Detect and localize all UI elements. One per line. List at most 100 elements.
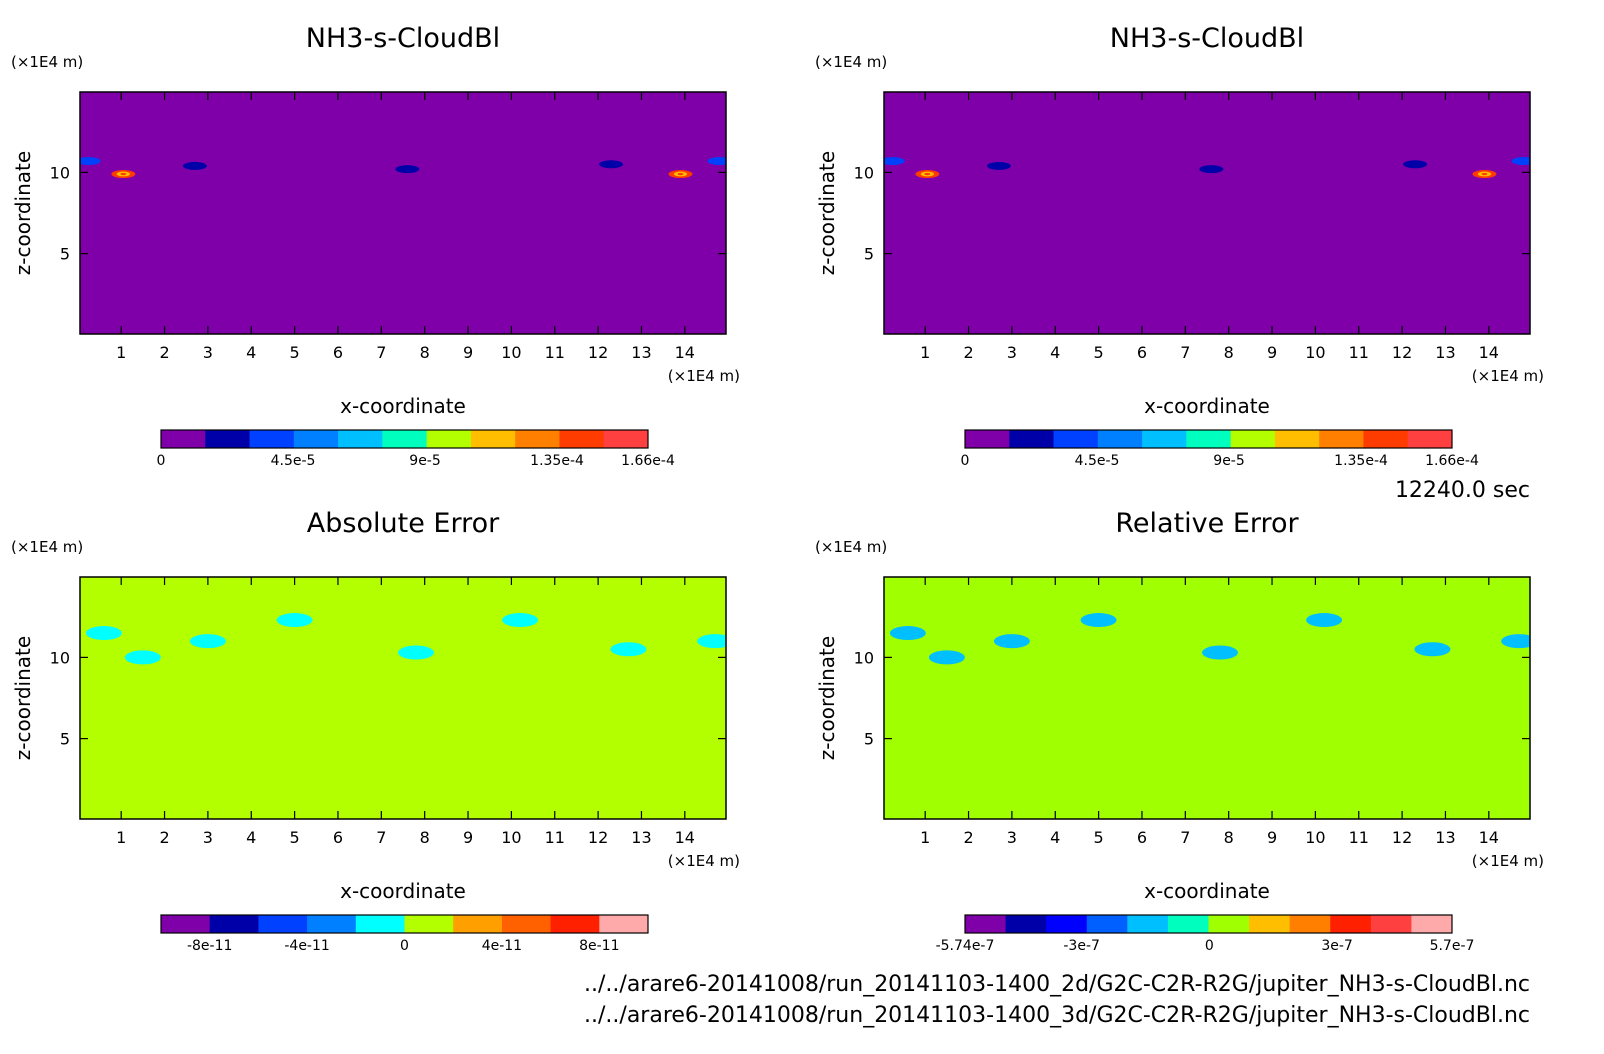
colorbar-tick-label: 8e-11 xyxy=(579,938,619,954)
x-tick-label: 6 xyxy=(1137,343,1147,362)
colorbar-segment xyxy=(470,430,516,448)
data-feature xyxy=(599,160,624,169)
x-tick-label: 12 xyxy=(588,343,608,362)
timestamp: 12240.0 sec xyxy=(1395,478,1530,503)
data-feature xyxy=(182,161,207,170)
y-tick-label: 5 xyxy=(60,245,70,264)
x-tick-label: 11 xyxy=(1349,343,1369,362)
colorbar-segment xyxy=(338,430,383,448)
colorbar-segment xyxy=(1230,430,1276,448)
y-axis-label: z-coordinate xyxy=(11,151,35,275)
data-feature xyxy=(1501,634,1530,649)
colorbar-segment xyxy=(1186,430,1232,448)
colorbar-segment xyxy=(307,915,357,933)
colorbar-tick-label: 0 xyxy=(961,453,970,469)
data-feature-peak xyxy=(120,172,127,176)
x-tick-label: 7 xyxy=(376,343,386,362)
colorbar-segment xyxy=(1127,915,1169,933)
x-tick-label: 10 xyxy=(1305,828,1325,847)
x-tick-label: 8 xyxy=(1224,343,1234,362)
colorbar-tick-label: 1.66e-4 xyxy=(621,453,675,469)
x-tick-label: 13 xyxy=(1435,828,1455,847)
colorbar-tick-label: 5.7e-7 xyxy=(1430,938,1475,954)
colorbar-tick-label: 3e-7 xyxy=(1321,938,1352,954)
x-tick-label: 5 xyxy=(1094,343,1104,362)
x-tick-label: 2 xyxy=(963,828,973,847)
colorbar-tick-label: 1.35e-4 xyxy=(530,453,584,469)
x-tick-label: 4 xyxy=(1050,343,1060,362)
colorbar-segment xyxy=(1009,430,1055,448)
x-tick-label: 7 xyxy=(376,828,386,847)
x-tick-label: 11 xyxy=(1349,828,1369,847)
x-axis-label: x-coordinate xyxy=(1144,879,1270,903)
x-tick-label: 3 xyxy=(1007,828,1017,847)
y-tick-label: 5 xyxy=(864,730,874,749)
y-axis-label: z-coordinate xyxy=(11,636,35,760)
x-axis-label: x-coordinate xyxy=(340,394,466,418)
x-tick-label: 3 xyxy=(1007,343,1017,362)
colorbar-frame xyxy=(964,429,1453,449)
colorbar-segment xyxy=(1046,915,1088,933)
footer-line-1: ../../arare6-20141008/run_20141103-1400_… xyxy=(584,972,1530,997)
colorbar-tick-label: 9e-5 xyxy=(1213,453,1244,469)
x-tick-label: 4 xyxy=(1050,828,1060,847)
plot-frame xyxy=(883,576,1531,820)
x-tick-label: 3 xyxy=(203,828,213,847)
x-tick-label: 7 xyxy=(1180,343,1190,362)
y-axis-unit: (×1E4 m) xyxy=(815,538,887,556)
data-feature xyxy=(502,613,539,628)
data-feature xyxy=(707,157,726,166)
x-tick-label: 7 xyxy=(1180,828,1190,847)
x-tick-label: 11 xyxy=(545,828,565,847)
x-tick-label: 2 xyxy=(159,828,169,847)
colorbar-segment xyxy=(603,430,649,448)
y-axis-unit: (×1E4 m) xyxy=(815,53,887,71)
colorbar-tick-label: -3e-7 xyxy=(1063,938,1100,954)
colorbar-segment xyxy=(249,430,295,448)
x-tick-label: 5 xyxy=(290,343,300,362)
data-feature xyxy=(1202,645,1239,660)
colorbar-segment xyxy=(1086,915,1128,933)
colorbar-segment xyxy=(1407,430,1453,448)
x-tick-label: 5 xyxy=(1094,828,1104,847)
x-tick-label: 9 xyxy=(463,828,473,847)
colorbar-segment xyxy=(293,430,339,448)
colorbar-segment xyxy=(1097,430,1143,448)
x-tick-label: 6 xyxy=(333,343,343,362)
colorbar-segment xyxy=(258,915,308,933)
x-tick-label: 13 xyxy=(631,828,651,847)
data-feature xyxy=(124,650,161,665)
x-tick-label: 6 xyxy=(1137,828,1147,847)
colorbar-tick-label: 1.35e-4 xyxy=(1334,453,1388,469)
x-tick-label: 1 xyxy=(920,343,930,362)
x-tick-label: 2 xyxy=(963,343,973,362)
y-tick-label: 10 xyxy=(50,648,70,667)
colorbar-segment xyxy=(550,915,600,933)
x-tick-label: 9 xyxy=(1267,343,1277,362)
chart-panel-4: Relative Error(×1E4 m)1 2 3 4 5 6 7 8 9 10 11 12 13 1… xyxy=(815,508,1544,954)
data-feature-peak xyxy=(1481,172,1488,176)
data-features xyxy=(80,157,726,179)
x-tick-label: 5 xyxy=(290,828,300,847)
colorbar-segment xyxy=(1363,430,1409,448)
data-feature xyxy=(85,626,122,641)
colorbar-segment xyxy=(1330,915,1372,933)
plot-area xyxy=(80,577,726,819)
chart-title: NH3-s-CloudBl xyxy=(1110,23,1304,54)
x-tick-label: 14 xyxy=(675,343,695,362)
x-tick-label: 6 xyxy=(333,828,343,847)
colorbar-segment xyxy=(161,430,206,448)
y-tick-label: 5 xyxy=(864,245,874,264)
y-tick-label: 10 xyxy=(50,163,70,182)
colorbar-frame xyxy=(160,914,649,934)
colorbar-segment xyxy=(965,430,1010,448)
x-tick-label: 1 xyxy=(116,343,126,362)
x-tick-label: 12 xyxy=(1392,828,1412,847)
data-features xyxy=(889,613,1530,665)
colorbar-segment xyxy=(599,915,649,933)
data-feature xyxy=(884,157,905,166)
colorbar-tick-label: -8e-11 xyxy=(187,938,232,954)
colorbar-segment xyxy=(1370,915,1412,933)
y-axis-label: z-coordinate xyxy=(815,636,839,760)
